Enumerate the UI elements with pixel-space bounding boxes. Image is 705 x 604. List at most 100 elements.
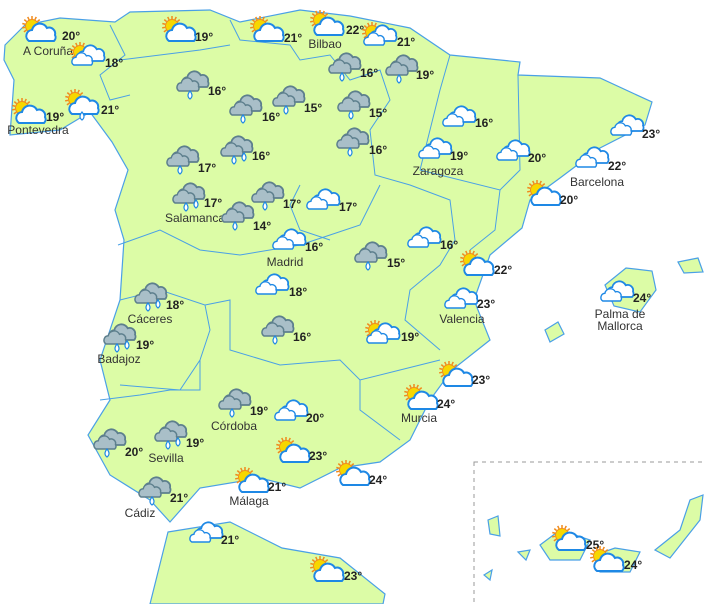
sun-behind-cloud-icon[interactable]	[552, 524, 587, 554]
city-label: Pontevedra	[7, 123, 69, 137]
sun-cloud-rain-icon[interactable]	[65, 88, 100, 121]
temperature: 23°	[642, 127, 661, 141]
sun-behind-cloud-icon[interactable]	[460, 249, 495, 279]
sun-behind-cloud-icon[interactable]	[336, 459, 371, 489]
clouds-icon[interactable]	[306, 185, 341, 215]
city-label: Salamanca	[164, 211, 226, 225]
temperature: 16°	[475, 116, 494, 130]
sun-behind-cloud-icon[interactable]	[250, 15, 285, 45]
temperature: 16°	[305, 240, 324, 254]
temperature: 23°	[477, 297, 496, 311]
rain-cloud-icon[interactable]	[166, 144, 200, 175]
clouds-icon[interactable]	[610, 111, 645, 141]
temperature: 20°	[560, 193, 579, 207]
temperature: 16°	[252, 149, 271, 163]
temperature: 16°	[208, 84, 227, 98]
rain-cloud-icon[interactable]	[251, 180, 285, 211]
temperature: 21°	[221, 533, 240, 547]
city-label: Badajoz	[97, 352, 141, 366]
temperature: 20°	[306, 411, 325, 425]
canary-land-1	[487, 515, 501, 537]
city-label: Palma de Mallorca	[594, 307, 646, 333]
rain-cloud-icon[interactable]	[272, 84, 306, 115]
rain-cloud-icon[interactable]	[221, 200, 255, 231]
africa-land	[149, 521, 386, 604]
sun-behind-cloud-icon[interactable]	[276, 436, 311, 466]
region-borders	[99, 19, 521, 441]
rain-cloud-icon[interactable]	[385, 53, 419, 84]
rain-cloud-icon[interactable]	[218, 387, 252, 418]
rain-cloud-icon[interactable]	[93, 427, 127, 458]
city-label: Cáceres	[127, 312, 173, 326]
temperature: 20°	[528, 151, 547, 165]
sun-behind-clouds-icon[interactable]	[70, 41, 106, 71]
temperature: 19°	[401, 330, 420, 344]
sun-behind-clouds-icon[interactable]	[365, 319, 401, 349]
clouds-icon[interactable]	[575, 143, 610, 173]
rain-cloud-icon[interactable]	[138, 475, 172, 506]
canary-land-2	[516, 549, 531, 562]
temperature: 24°	[369, 473, 388, 487]
rain-cloud-icon[interactable]	[337, 89, 371, 120]
showers-cloud-icon[interactable]	[103, 322, 137, 353]
peninsula-land	[3, 9, 653, 523]
temperature: 17°	[339, 200, 358, 214]
temperature: 22°	[608, 159, 627, 173]
temperature: 19°	[450, 149, 469, 163]
clouds-icon[interactable]	[255, 270, 290, 300]
clouds-icon[interactable]	[442, 102, 477, 132]
rain-cloud-icon[interactable]	[354, 240, 388, 271]
sun-behind-cloud-icon[interactable]	[235, 466, 270, 496]
clouds-icon[interactable]	[274, 396, 309, 426]
temperature: 18°	[289, 285, 308, 299]
sun-behind-cloud-icon[interactable]	[310, 555, 345, 585]
showers-cloud-icon[interactable]	[154, 419, 188, 450]
temperature: 23°	[472, 373, 491, 387]
temperature: 21°	[397, 35, 416, 49]
sun-behind-cloud-icon[interactable]	[162, 15, 197, 45]
clouds-icon[interactable]	[407, 223, 442, 253]
showers-cloud-icon[interactable]	[172, 181, 206, 212]
sun-behind-cloud-icon[interactable]	[439, 360, 474, 390]
sun-behind-cloud-icon[interactable]	[527, 179, 562, 209]
rain-cloud-icon[interactable]	[261, 314, 295, 345]
temperature: 17°	[204, 196, 223, 210]
clouds-icon[interactable]	[418, 134, 453, 164]
temperature: 19°	[186, 436, 205, 450]
rain-cloud-icon[interactable]	[176, 69, 210, 100]
clouds-icon[interactable]	[600, 277, 635, 307]
sun-behind-cloud-icon[interactable]	[590, 545, 625, 575]
temperature: 21°	[170, 491, 189, 505]
temperature: 22°	[494, 263, 513, 277]
temperature: 16°	[369, 143, 388, 157]
sun-behind-clouds-icon[interactable]	[362, 21, 398, 51]
temperature: 15°	[387, 256, 406, 270]
temperature: 21°	[268, 480, 287, 494]
ibiza-land	[544, 321, 565, 343]
rain-cloud-icon[interactable]	[336, 126, 370, 157]
sun-behind-cloud-icon[interactable]	[22, 15, 57, 45]
temperature: 17°	[283, 197, 302, 211]
temperature: 21°	[284, 31, 303, 45]
rain-cloud-icon[interactable]	[328, 51, 362, 82]
clouds-icon[interactable]	[272, 225, 307, 255]
showers-cloud-icon[interactable]	[134, 281, 168, 312]
temperature: 18°	[105, 56, 124, 70]
sun-behind-cloud-icon[interactable]	[310, 9, 345, 39]
city-label: Málaga	[229, 494, 269, 508]
clouds-icon[interactable]	[189, 518, 224, 548]
temperature: 21°	[101, 103, 120, 117]
sun-behind-cloud-icon[interactable]	[12, 97, 47, 127]
canary-land-5	[653, 494, 704, 559]
clouds-icon[interactable]	[496, 136, 531, 166]
temperature: 16°	[262, 110, 281, 124]
temperature: 19°	[416, 68, 435, 82]
temperature: 24°	[437, 397, 456, 411]
showers-cloud-icon[interactable]	[220, 134, 254, 165]
rain-cloud-icon[interactable]	[229, 93, 263, 124]
city-label: Sevilla	[148, 451, 184, 465]
clouds-icon[interactable]	[444, 284, 479, 314]
temperature: 17°	[198, 161, 217, 175]
canary-land-6	[482, 568, 493, 582]
sun-behind-cloud-icon[interactable]	[404, 383, 439, 413]
